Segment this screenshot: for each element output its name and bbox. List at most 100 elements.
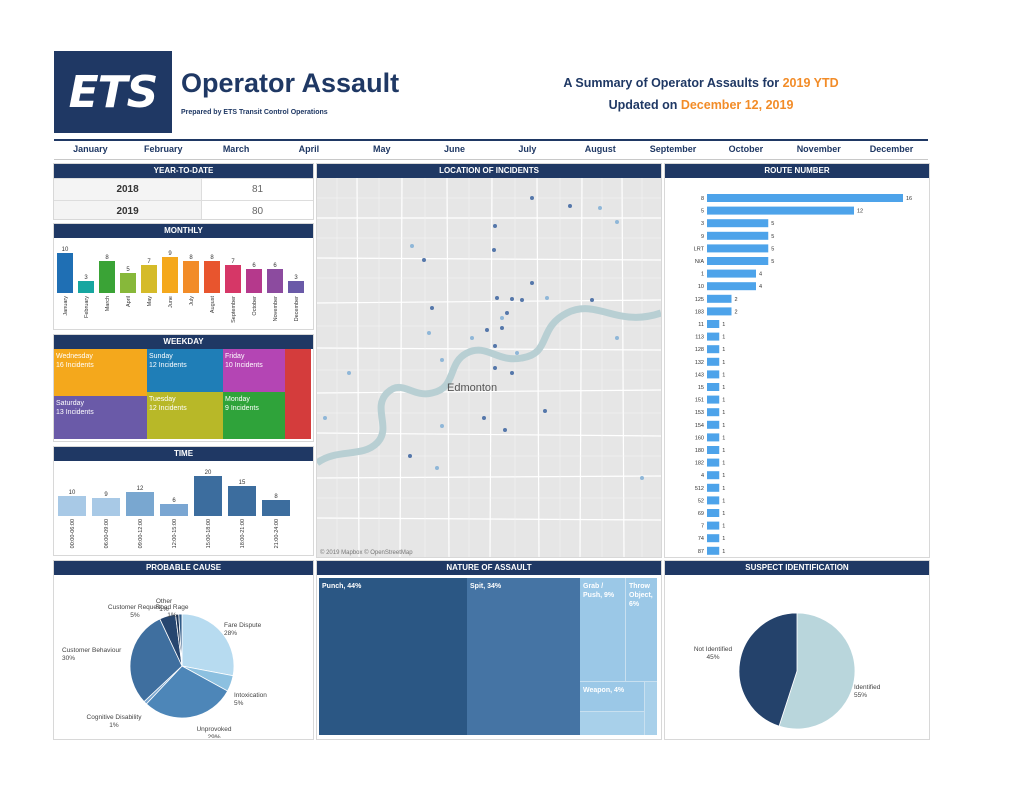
month-filter-november[interactable]: November — [796, 144, 841, 154]
route-value-label: 1 — [722, 461, 725, 467]
month-filter-december[interactable]: December — [869, 144, 914, 154]
month-filter-april[interactable]: April — [298, 144, 320, 154]
weekday-day: Wednesday — [56, 353, 93, 360]
time-chart[interactable]: 10 00:00-06:00 9 06:00-09:00 12 09:00-12:00 6 1… — [54, 461, 313, 554]
month-filter-september[interactable]: September — [649, 144, 697, 154]
cause-pie-chart[interactable]: Fare Dispute28%Intoxication5%Unprovoked2… — [54, 575, 313, 739]
time-slot-label: 00:00-06:00 — [70, 519, 76, 548]
pie-slice — [181, 613, 235, 677]
map-background — [317, 178, 661, 557]
nature-cell-other[interactable] — [644, 681, 657, 735]
monthly-bar — [78, 281, 94, 293]
monthly-month-label: May — [147, 296, 153, 307]
route-label: 153 — [695, 410, 704, 416]
pie-slice — [129, 618, 183, 703]
monthly-value-label: 9 — [168, 251, 172, 257]
month-filter-february[interactable]: February — [143, 144, 183, 154]
weekday-cell-wednesday[interactable]: Wednesday 16 Incidents — [54, 349, 147, 396]
nature-cell-throw-object[interactable]: Throw Object, 6% — [625, 578, 657, 681]
month-filter-october[interactable]: October — [728, 144, 764, 154]
route-bar — [707, 231, 769, 240]
location-panel: LOCATION OF INCIDENTS — [316, 163, 662, 558]
monthly-month-label: December — [294, 296, 300, 322]
route-label: 5 — [701, 209, 704, 215]
route-bar — [707, 446, 720, 454]
suspect-header: SUSPECT IDENTIFICATION — [665, 561, 929, 575]
month-filter-june[interactable]: June — [444, 144, 466, 154]
route-value-label: 2 — [735, 297, 738, 303]
route-bar — [707, 521, 720, 530]
monthly-bar — [57, 253, 73, 293]
weekday-count: 12 Incidents — [149, 405, 187, 412]
route-label: 143 — [695, 372, 704, 378]
nature-cell-weapon[interactable]: Weapon, 4% — [580, 681, 644, 711]
pie-label: Identified — [854, 684, 881, 691]
weekday-cell-saturday[interactable]: Saturday 13 Incidents — [54, 396, 147, 439]
route-value-label: 1 — [722, 435, 725, 441]
map-city-label: Edmonton — [447, 382, 497, 394]
route-bar — [707, 496, 720, 505]
nature-cell-grab-push[interactable]: Grab / Push, 9% — [580, 578, 625, 681]
monthly-chart[interactable]: 10 January 3 February 8 March 5 April 7 May 9 June 8… — [54, 238, 313, 328]
month-filter-july[interactable]: July — [518, 144, 537, 154]
monthly-value-label: 10 — [62, 247, 69, 253]
table-row: 2019 80 — [54, 200, 313, 219]
route-label: 132 — [695, 360, 704, 366]
ytd-panel: YEAR-TO-DATE 2018 81 2019 80 — [53, 163, 314, 220]
pie-label: Customer Request — [108, 604, 162, 611]
route-value-label: 1 — [722, 347, 725, 353]
suspect-panel: SUSPECT IDENTIFICATION Identified 55% Not … — [664, 560, 930, 740]
month-filter-august[interactable]: August — [584, 144, 616, 154]
route-panel: ROUTE NUMBER 8 16 5 12 3 5 9 5 LRT 5 N/A 5 1 4 10 4 125 2… — [664, 163, 930, 558]
monthly-bar — [99, 261, 115, 293]
weekday-cell-sunday[interactable]: Sunday 12 Incidents — [147, 349, 223, 392]
route-bar — [707, 395, 720, 404]
time-slot-label: 12:00-15:00 — [172, 519, 178, 548]
pie-label: Unprovoked — [196, 726, 231, 733]
route-value-label: 1 — [722, 536, 725, 542]
map-streets — [317, 178, 661, 557]
nature-treemap[interactable]: Punch, 44% Spit, 34% Grab / Push, 9% Thr… — [317, 578, 659, 738]
monthly-month-label: July — [189, 296, 195, 306]
nature-cell-punch[interactable]: Punch, 44% — [319, 578, 467, 735]
time-value-label: 10 — [69, 490, 76, 496]
monthly-value-label: 7 — [147, 259, 151, 265]
weekday-cell-monday[interactable]: Monday 9 Incidents — [223, 392, 285, 439]
summary-period: 2019 YTD — [782, 76, 839, 90]
ets-logo: ETS — [54, 51, 172, 133]
weekday-cell-thursday[interactable] — [285, 349, 311, 439]
summary-text: A Summary of Operator Assaults for 2019 … — [560, 72, 842, 116]
month-filter-january[interactable]: January — [73, 144, 108, 154]
route-value-label: 1 — [722, 360, 725, 366]
incident-map[interactable]: Edmonton © 2019 Mapbox © OpenStreetMap — [317, 177, 661, 557]
time-slot-label: 15:00-18:00 — [206, 519, 212, 548]
route-label: 125 — [695, 297, 704, 303]
monthly-value-label: 7 — [231, 259, 235, 265]
month-filter-march[interactable]: March — [222, 144, 250, 154]
route-value-label: 1 — [722, 398, 725, 404]
time-slot-label: 18:00-21:00 — [240, 519, 246, 548]
monthly-month-label: March — [105, 296, 111, 311]
route-label: 4 — [701, 473, 704, 479]
pie-label: Not Identified — [694, 646, 733, 653]
monthly-header: MONTHLY — [54, 224, 313, 238]
time-bar — [92, 498, 120, 516]
route-bar — [707, 483, 720, 492]
time-slot-label: 06:00-09:00 — [104, 519, 110, 548]
route-value-label: 5 — [771, 246, 774, 252]
route-label: 52 — [698, 498, 704, 504]
weekday-treemap[interactable]: Wednesday 16 Incidents Sunday 12 Inciden… — [54, 349, 311, 439]
pie-percent: 30% — [62, 655, 75, 662]
weekday-cell-tuesday[interactable]: Tuesday 12 Incidents — [147, 392, 223, 439]
month-filter-may[interactable]: May — [372, 144, 391, 154]
route-value-label: 1 — [722, 410, 725, 416]
weekday-cell-friday[interactable]: Friday 10 Incidents — [223, 349, 285, 392]
route-label: 7 — [701, 524, 704, 530]
monthly-value-label: 8 — [105, 255, 109, 261]
nature-cell-spit[interactable]: Spit, 34% — [467, 578, 580, 735]
monthly-panel: MONTHLY 10 January 3 February 8 March 5 April 7 M… — [53, 223, 314, 330]
route-value-label: 5 — [771, 259, 774, 265]
nature-cell-other[interactable] — [580, 711, 644, 735]
